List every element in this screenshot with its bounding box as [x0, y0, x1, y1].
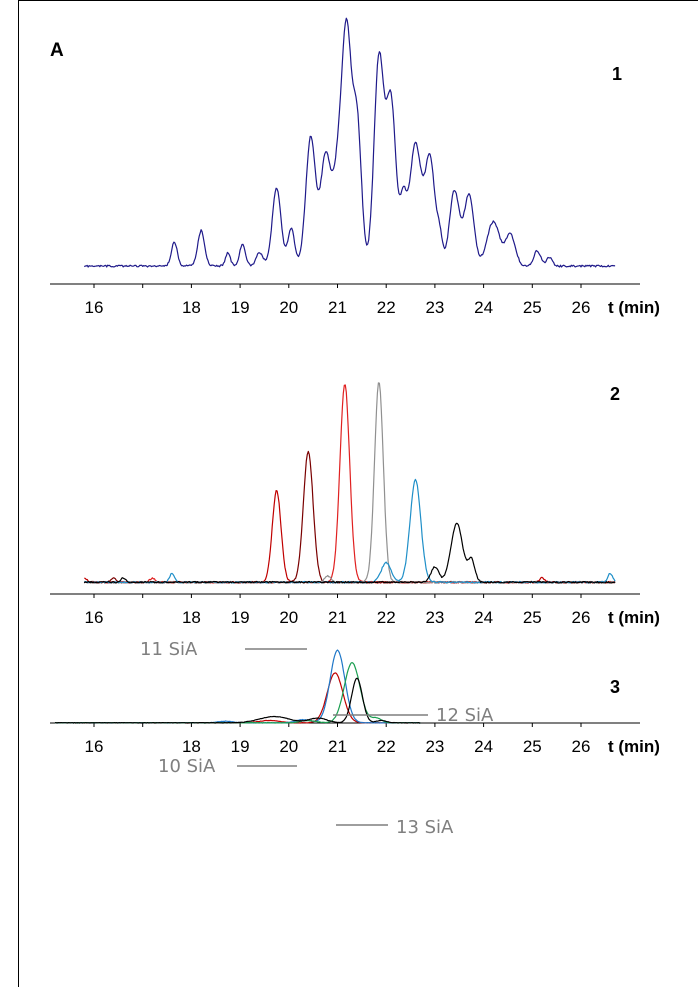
chromatogram-trace	[84, 384, 616, 584]
peak-label: 11 SiA	[140, 639, 198, 660]
chromatogram-trace	[83, 522, 616, 584]
x-tick-label: 19	[231, 298, 250, 317]
peak-label: 10 SiA	[158, 756, 216, 777]
figure-panel-label: A	[50, 40, 64, 61]
x-axis-unit-label: t (min)	[608, 737, 660, 756]
peak-label: 13 SiA	[396, 817, 454, 838]
x-tick-label: 16	[85, 608, 104, 627]
x-tick-label: 16	[85, 298, 104, 317]
chromatogram-panel-2: 16 18 19 20 21 22 23 24 25 26 t (min) 2	[50, 382, 660, 627]
panel-number: 3	[610, 677, 620, 697]
x-tick-label: 22	[377, 298, 396, 317]
x-tick-label: 16	[85, 737, 104, 756]
x-tick-label: 26	[572, 608, 591, 627]
x-tick-label: 26	[572, 298, 591, 317]
chromatogram-trace	[84, 382, 616, 584]
x-tick-label: 24	[474, 298, 493, 317]
panel-number: 1	[612, 64, 622, 84]
x-tick-label: 20	[279, 608, 298, 627]
x-tick-label: 23	[425, 298, 444, 317]
chromatogram-trace	[83, 17, 616, 268]
chromatogram-trace-13-sia	[55, 677, 421, 724]
x-tick-label: 23	[425, 608, 444, 627]
x-tick-label: 19	[231, 737, 250, 756]
x-axis-unit-label: t (min)	[608, 298, 660, 317]
x-tick-label: 18	[182, 608, 201, 627]
x-tick-label: 24	[474, 608, 493, 627]
x-tick-label: 25	[523, 608, 542, 627]
chromatogram-panel-3: 16 18 19 20 21 22 23 24 25 26 t (min) 3 11 SiA 12 SiA…	[50, 639, 660, 838]
x-tick-label: 21	[328, 608, 347, 627]
x-tick-label: 21	[328, 298, 347, 317]
panel-number: 2	[610, 384, 620, 404]
x-tick-label: 24	[474, 737, 493, 756]
x-tick-label: 20	[279, 737, 298, 756]
figure-frame	[18, 0, 698, 987]
x-tick-label: 23	[425, 737, 444, 756]
x-tick-label: 18	[182, 737, 201, 756]
x-tick-label: 18	[182, 298, 201, 317]
peak-label: 12 SiA	[436, 705, 494, 726]
x-tick-label: 22	[377, 608, 396, 627]
x-tick-label: 19	[231, 608, 250, 627]
x-tick-label: 25	[523, 298, 542, 317]
x-tick-label: 20	[279, 298, 298, 317]
chromatogram-trace-12-sia	[54, 662, 421, 724]
chromatogram-trace	[84, 490, 616, 584]
chromatogram-trace	[83, 478, 616, 584]
x-tick-label: 25	[523, 737, 542, 756]
x-tick-label: 22	[377, 737, 396, 756]
x-tick-label: 26	[572, 737, 591, 756]
x-axis-unit-label: t (min)	[608, 608, 660, 627]
x-tick-label: 21	[328, 737, 347, 756]
chromatogram-panel-1: 16 18 19 20 21 22 23 24 25 26 t (min) 1	[50, 17, 660, 317]
